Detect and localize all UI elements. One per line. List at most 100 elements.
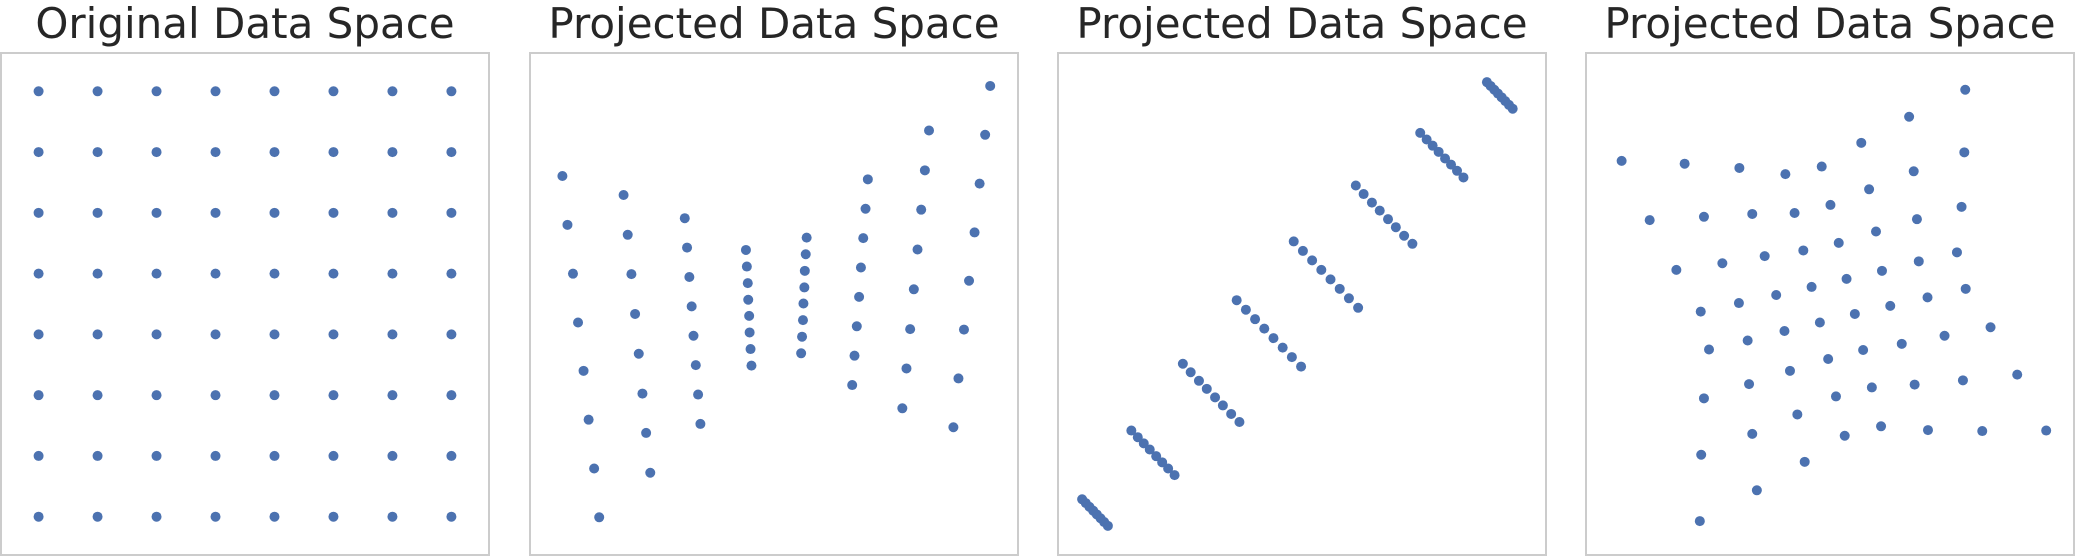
scatter-point bbox=[744, 327, 755, 338]
scatter-point bbox=[92, 207, 103, 218]
scatter-point bbox=[1866, 382, 1877, 393]
scatter-point bbox=[1909, 379, 1920, 390]
scatter-point bbox=[801, 232, 812, 243]
scatter-point bbox=[858, 233, 869, 244]
scatter-point bbox=[980, 129, 991, 140]
scatter-point bbox=[387, 268, 398, 279]
scatter-point bbox=[693, 389, 704, 400]
scatter-point bbox=[633, 348, 644, 359]
scatter-point bbox=[1366, 197, 1377, 208]
scatter-point bbox=[862, 174, 873, 185]
scatter-point bbox=[1407, 238, 1418, 249]
scatter-point bbox=[557, 171, 568, 182]
scatter-point bbox=[446, 511, 457, 522]
scatter-point bbox=[1440, 153, 1451, 164]
scatter-point bbox=[1913, 256, 1924, 267]
scatter-point bbox=[1734, 162, 1745, 173]
scatter-point bbox=[328, 450, 339, 461]
scatter-point bbox=[446, 450, 457, 461]
scatter-point bbox=[741, 261, 752, 272]
scatter-point bbox=[1126, 425, 1137, 436]
scatter-point bbox=[210, 329, 221, 340]
scatter-point bbox=[446, 329, 457, 340]
scatter-point bbox=[151, 86, 162, 97]
scatter-point bbox=[151, 511, 162, 522]
scatter-point bbox=[1358, 189, 1369, 200]
scatter-point bbox=[800, 249, 811, 260]
scatter-point bbox=[1814, 317, 1825, 328]
scatter-point bbox=[797, 331, 808, 342]
scatter-point bbox=[905, 324, 916, 335]
scatter-point bbox=[622, 229, 633, 240]
scatter-point bbox=[151, 147, 162, 158]
scatter-point bbox=[328, 390, 339, 401]
scatter-point bbox=[1957, 375, 1968, 386]
scatter-point bbox=[210, 390, 221, 401]
scatter-point bbox=[1939, 330, 1950, 341]
scatter-point bbox=[1833, 237, 1844, 248]
scatter-point bbox=[1427, 140, 1438, 151]
scatter-point bbox=[1334, 283, 1345, 294]
scatter-point bbox=[1780, 169, 1791, 180]
scatter-point bbox=[1698, 393, 1709, 404]
scatter-point bbox=[1288, 236, 1299, 247]
scatter-point bbox=[269, 268, 280, 279]
scatter-point bbox=[1841, 273, 1852, 284]
scatter-point bbox=[92, 86, 103, 97]
scatter-point bbox=[269, 450, 280, 461]
scatter-point bbox=[328, 86, 339, 97]
scatter-point bbox=[387, 329, 398, 340]
plot-frame bbox=[1057, 52, 1547, 556]
scatter-point bbox=[630, 308, 641, 319]
scatter-point bbox=[1876, 265, 1887, 276]
scatter-point bbox=[1193, 375, 1204, 386]
scatter-point bbox=[1823, 353, 1834, 364]
scatter-point bbox=[269, 147, 280, 158]
scatter-point bbox=[33, 207, 44, 218]
scatter-point bbox=[688, 330, 699, 341]
scatter-point bbox=[269, 511, 280, 522]
scatter-point bbox=[798, 298, 809, 309]
scatter-point bbox=[860, 203, 871, 214]
scatter-point bbox=[1779, 326, 1790, 337]
panel-title: Projected Data Space bbox=[548, 0, 999, 48]
scatter-point bbox=[1771, 289, 1782, 300]
scatter-point bbox=[1849, 308, 1860, 319]
scatter-point bbox=[897, 403, 908, 414]
scatter-point bbox=[446, 147, 457, 158]
scatter-point bbox=[2041, 425, 2052, 436]
scatter-point bbox=[1671, 264, 1682, 275]
scatter-point bbox=[1353, 302, 1364, 313]
scatter-point bbox=[1307, 255, 1318, 266]
scatter-point bbox=[210, 268, 221, 279]
panel: Projected Data Space bbox=[529, 0, 1019, 556]
scatter-point bbox=[948, 422, 959, 433]
scatter-point bbox=[210, 450, 221, 461]
scatter-point bbox=[974, 178, 985, 189]
scatter-point bbox=[686, 301, 697, 312]
scatter-point bbox=[92, 511, 103, 522]
scatter-point bbox=[92, 268, 103, 279]
scatter-point bbox=[742, 278, 753, 289]
scatter-point bbox=[446, 390, 457, 401]
scatter-point bbox=[1908, 166, 1919, 177]
scatter-point bbox=[1858, 344, 1869, 355]
scatter-point bbox=[1446, 159, 1457, 170]
scatter-point bbox=[1399, 230, 1410, 241]
scatter-point bbox=[328, 268, 339, 279]
scatter-point bbox=[387, 207, 398, 218]
scatter-point bbox=[1201, 383, 1212, 394]
scatter-point bbox=[387, 511, 398, 522]
scatter-point bbox=[33, 511, 44, 522]
scatter-point bbox=[151, 268, 162, 279]
scatter-point bbox=[1951, 247, 1962, 258]
scatter-point bbox=[1250, 314, 1261, 325]
scatter-point bbox=[594, 512, 605, 523]
scatter-point bbox=[796, 348, 807, 359]
scatter-point bbox=[328, 511, 339, 522]
panel-title: Original Data Space bbox=[35, 0, 454, 48]
scatter-point bbox=[562, 219, 573, 230]
scatter-point bbox=[92, 390, 103, 401]
scatter-point bbox=[1286, 352, 1297, 363]
scatter-point bbox=[1825, 199, 1836, 210]
